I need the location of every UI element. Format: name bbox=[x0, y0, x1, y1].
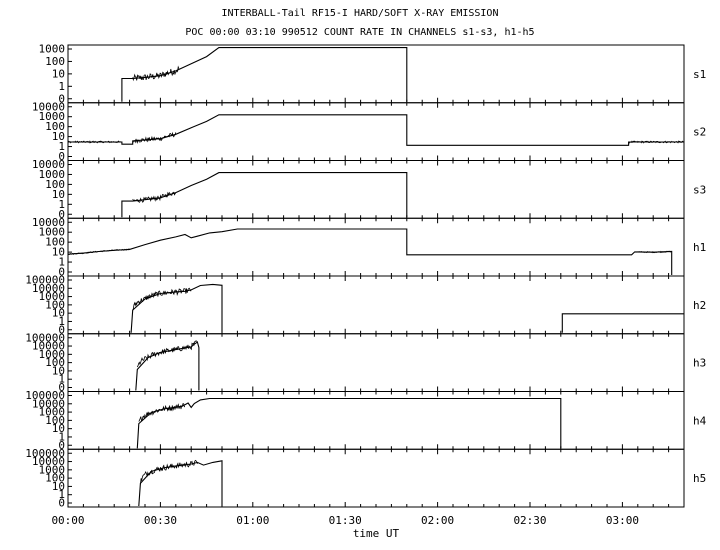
channel-label-h1: h1 bbox=[693, 241, 706, 254]
series-noise-h4 bbox=[138, 403, 186, 422]
ytick-label-h3: 10000 bbox=[32, 340, 65, 353]
ytick-label-h5: 10000 bbox=[32, 455, 65, 468]
ytick-label-s3: 0 bbox=[58, 208, 65, 221]
series-noise-s2 bbox=[132, 131, 177, 144]
ytick-label-h5: 1000 bbox=[39, 463, 66, 476]
series-noise-h3 bbox=[136, 340, 198, 368]
xtick-label: 00:30 bbox=[144, 514, 177, 527]
ytick-label-h2: 100000 bbox=[25, 274, 65, 287]
series-line-h2 bbox=[561, 313, 684, 333]
ytick-label-s2: 1000 bbox=[39, 110, 66, 123]
ytick-label-h3: 0 bbox=[58, 381, 65, 394]
panel-frame-s3 bbox=[67, 160, 685, 219]
panel-frame-s2 bbox=[67, 102, 685, 161]
ytick-label-h5: 10 bbox=[52, 480, 65, 493]
panel-frame-h3 bbox=[67, 333, 685, 392]
ytick-label-h4: 1000 bbox=[39, 406, 66, 419]
ytick-label-h3: 1 bbox=[58, 373, 65, 386]
ytick-label-h2: 0 bbox=[58, 323, 65, 336]
ytick-label-h4: 100 bbox=[45, 414, 65, 427]
ytick-label-h5: 0 bbox=[58, 497, 65, 510]
xtick-label: 01:00 bbox=[236, 514, 269, 527]
series-noise-s1 bbox=[132, 65, 180, 82]
series-line-s2 bbox=[68, 114, 684, 146]
ytick-label-s1: 1 bbox=[58, 80, 65, 93]
series-line-h1 bbox=[67, 228, 673, 275]
ytick-label-h1: 1000 bbox=[39, 226, 66, 239]
ytick-label-h3: 100 bbox=[45, 356, 65, 369]
ytick-label-h1: 0 bbox=[58, 266, 65, 279]
ytick-label-s1: 0 bbox=[58, 92, 65, 105]
series-line-s3 bbox=[121, 172, 408, 218]
ytick-label-h5: 1 bbox=[58, 488, 65, 501]
xtick-label: 00:00 bbox=[51, 514, 84, 527]
channel-label-s2: s2 bbox=[693, 126, 706, 139]
series-noise-s2 bbox=[67, 140, 121, 144]
ytick-label-s2: 0 bbox=[58, 150, 65, 163]
ytick-label-s3: 10 bbox=[52, 188, 65, 201]
xtick-label: 02:00 bbox=[421, 514, 454, 527]
ytick-label-h1: 100 bbox=[45, 236, 65, 249]
ytick-label-s1: 1000 bbox=[39, 43, 66, 56]
series-noise-h2 bbox=[132, 287, 192, 311]
ytick-label-s1: 100 bbox=[45, 55, 65, 68]
ytick-label-h2: 100 bbox=[45, 298, 65, 311]
series-line-h5 bbox=[138, 460, 223, 507]
ytick-label-h2: 10 bbox=[52, 307, 65, 320]
ytick-label-s1: 10 bbox=[52, 67, 65, 80]
ytick-label-s3: 1000 bbox=[39, 168, 66, 181]
channel-label-s3: s3 bbox=[693, 183, 706, 196]
xtick-label: 02:30 bbox=[513, 514, 546, 527]
ytick-label-h5: 100 bbox=[45, 472, 65, 485]
ytick-label-h3: 1000 bbox=[39, 348, 66, 361]
ytick-label-h4: 0 bbox=[58, 439, 65, 452]
chart-title: INTERBALL-Tail RF15-I HARD/SOFT X-RAY EM… bbox=[221, 8, 499, 19]
ytick-label-h1: 1 bbox=[58, 256, 65, 269]
chart-subtitle: POC 00:00 03:10 990512 COUNT RATE IN CHA… bbox=[185, 27, 535, 38]
ytick-label-s2: 100 bbox=[45, 120, 65, 133]
series-noise-h1 bbox=[67, 248, 130, 255]
panel-frame-h4 bbox=[67, 391, 685, 450]
ytick-label-h3: 100000 bbox=[25, 331, 65, 344]
ytick-label-h3: 10 bbox=[52, 364, 65, 377]
series-line-h2 bbox=[130, 283, 223, 333]
series-line-s1 bbox=[121, 47, 408, 102]
ytick-label-h4: 100000 bbox=[25, 389, 65, 402]
channel-label-h3: h3 bbox=[693, 357, 706, 370]
ytick-label-s2: 10000 bbox=[32, 100, 65, 113]
ytick-label-s3: 100 bbox=[45, 178, 65, 191]
channel-label-h5: h5 bbox=[693, 472, 706, 485]
ytick-label-h1: 10 bbox=[52, 246, 65, 259]
ytick-label-h2: 1 bbox=[58, 315, 65, 328]
panel-frame-h1 bbox=[67, 217, 685, 277]
series-noise-s3 bbox=[132, 191, 176, 203]
series-line-h4 bbox=[136, 397, 562, 449]
ytick-label-h4: 10 bbox=[52, 422, 65, 435]
panel-frame-h2 bbox=[67, 275, 685, 335]
series-noise-h5 bbox=[140, 459, 198, 485]
panel-frame-h5 bbox=[67, 448, 685, 508]
series-noise-h1 bbox=[634, 250, 672, 254]
ytick-label-h1: 10000 bbox=[32, 216, 65, 229]
xtick-label: 01:30 bbox=[329, 514, 362, 527]
ytick-label-h4: 10000 bbox=[32, 397, 65, 410]
channel-label-h2: h2 bbox=[693, 299, 706, 312]
ytick-label-h5: 100000 bbox=[25, 447, 65, 460]
x-axis-label: time UT bbox=[353, 527, 400, 540]
series-noise-s2 bbox=[628, 140, 685, 145]
panel-frame-s1 bbox=[67, 44, 685, 104]
ytick-label-s3: 1 bbox=[58, 198, 65, 211]
ytick-label-s3: 10000 bbox=[32, 158, 65, 171]
ytick-label-s2: 10 bbox=[52, 130, 65, 143]
ytick-label-h2: 1000 bbox=[39, 290, 66, 303]
ytick-label-h2: 10000 bbox=[32, 282, 65, 295]
channel-label-s1: s1 bbox=[693, 68, 706, 81]
ytick-label-s2: 1 bbox=[58, 140, 65, 153]
channel-label-h4: h4 bbox=[693, 414, 707, 427]
ytick-label-h4: 1 bbox=[58, 430, 65, 443]
xtick-label: 03:00 bbox=[606, 514, 639, 527]
